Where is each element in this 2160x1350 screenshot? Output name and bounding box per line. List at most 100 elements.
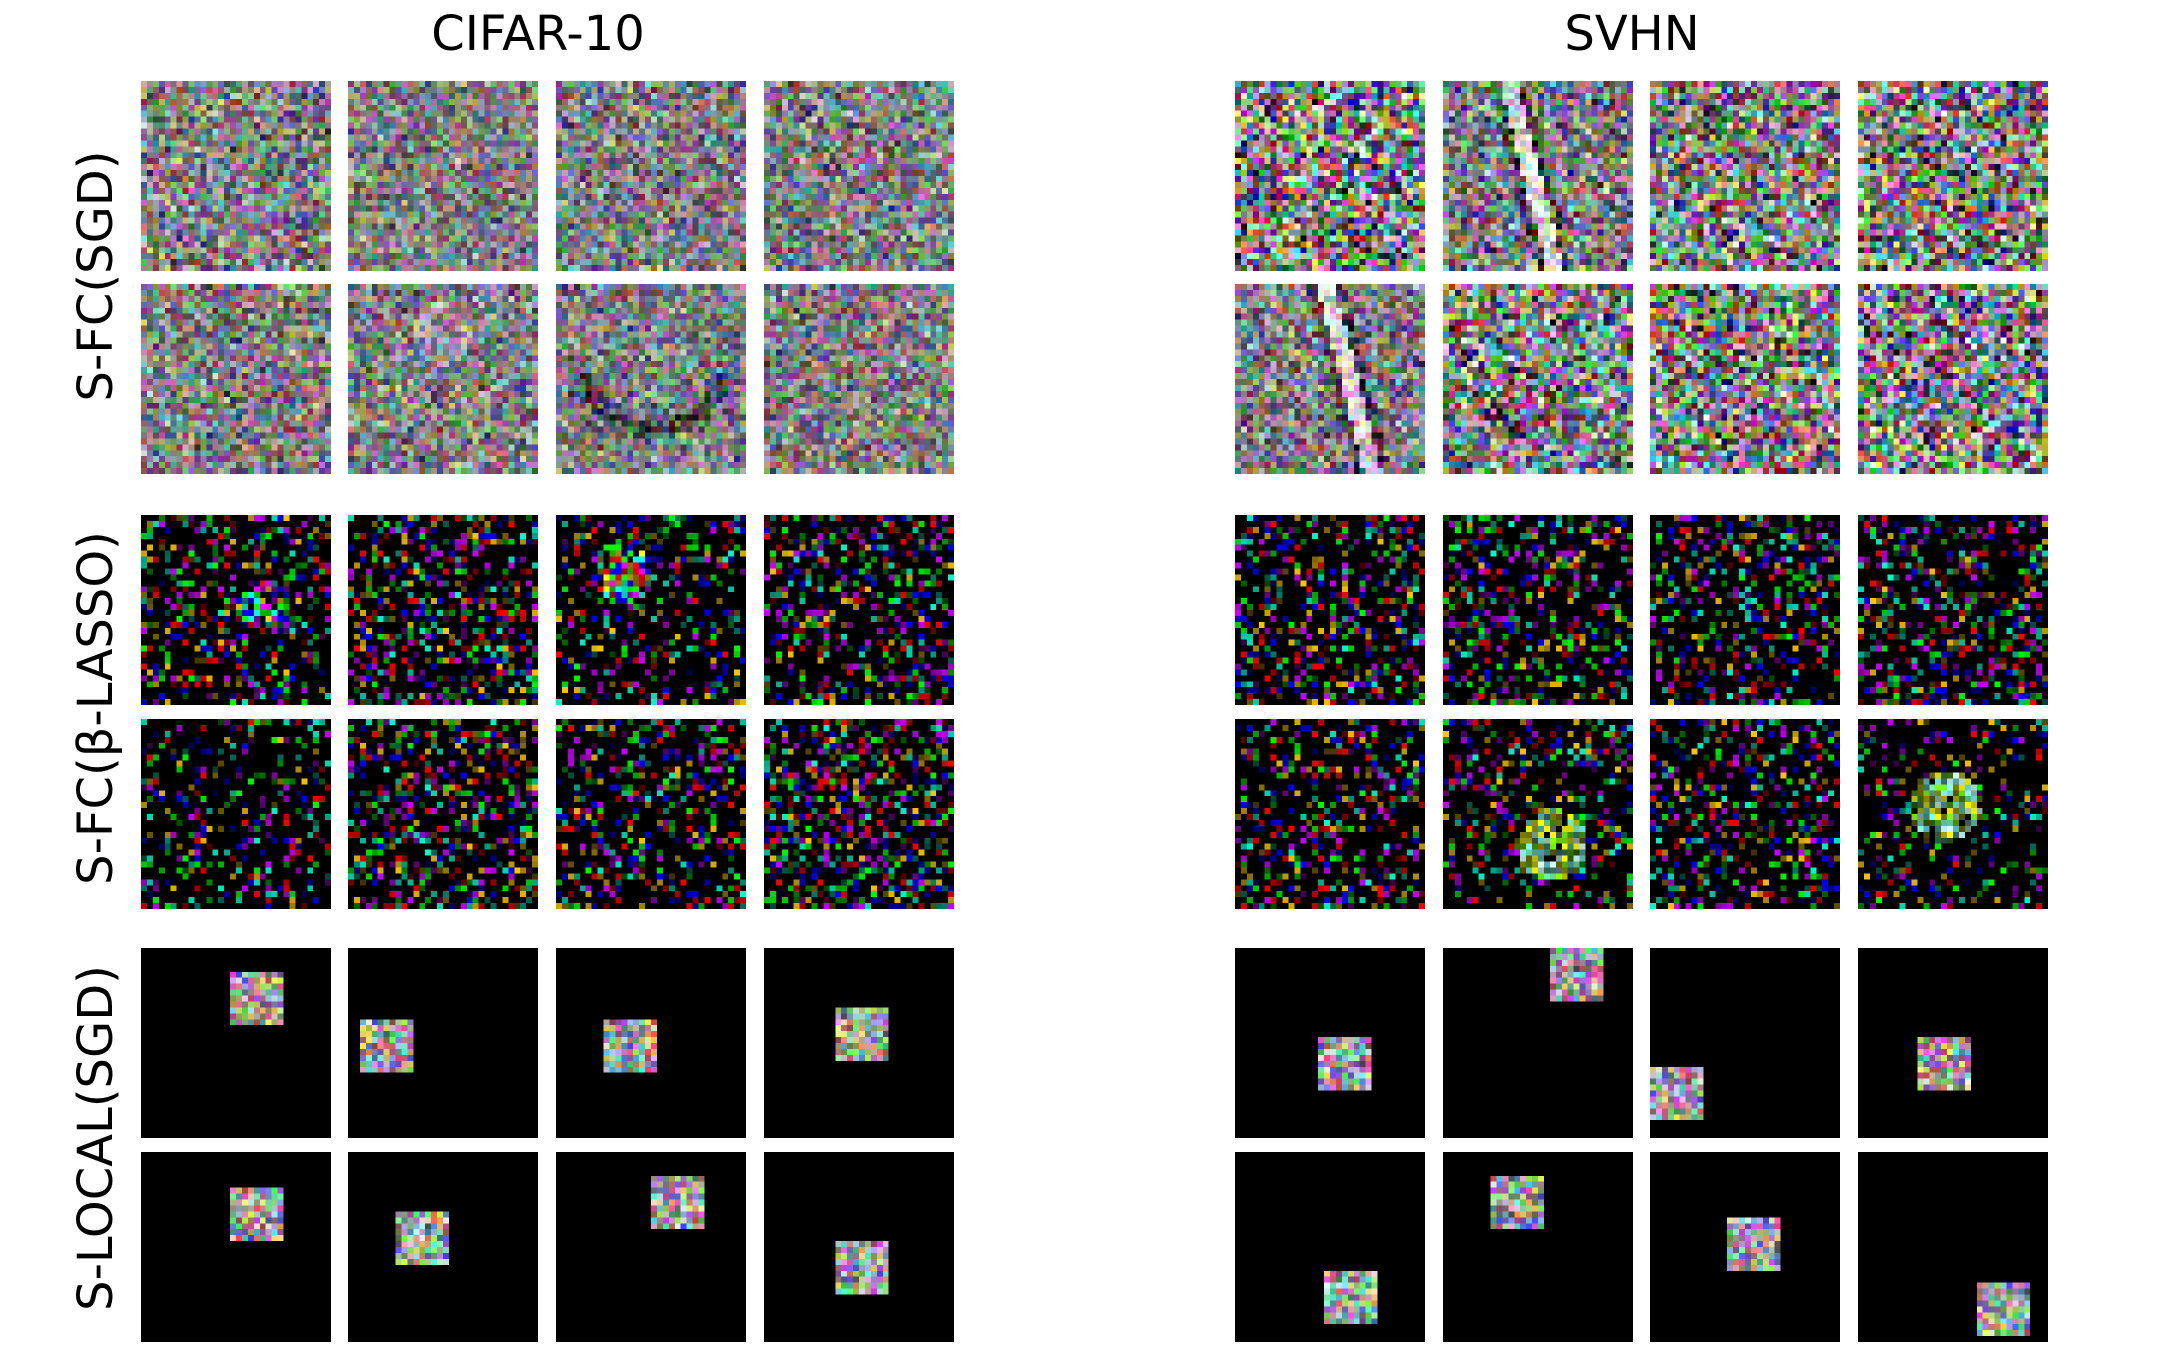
filter-tile-svhn-sfc-beta-lasso-2 <box>1443 515 1633 705</box>
filter-tile-svhn-sfc-sgd-6 <box>1443 284 1633 474</box>
filter-tile-cifar10-slocal-sgd-5 <box>141 1152 331 1342</box>
column-title-cifar10: CIFAR-10 <box>431 6 645 62</box>
filter-tile-cifar10-slocal-sgd-7 <box>556 1152 746 1342</box>
filter-image <box>1235 284 1425 474</box>
filter-tile-cifar10-sfc-beta-lasso-3 <box>556 515 746 705</box>
filter-tile-cifar10-slocal-sgd-8 <box>764 1152 954 1342</box>
filter-image <box>141 1152 331 1342</box>
filter-tile-cifar10-sfc-sgd-2 <box>348 81 538 271</box>
filter-tile-cifar10-sfc-beta-lasso-6 <box>348 719 538 909</box>
filter-image <box>1650 284 1840 474</box>
filter-tile-svhn-sfc-beta-lasso-6 <box>1443 719 1633 909</box>
filter-tile-svhn-slocal-sgd-6 <box>1443 1152 1633 1342</box>
filter-image <box>348 948 538 1138</box>
filter-image <box>1443 81 1633 271</box>
filter-tile-svhn-sfc-sgd-8 <box>1858 284 2048 474</box>
filter-image <box>348 515 538 705</box>
filter-image <box>1235 719 1425 909</box>
row-label-sfc-beta-lasso: S-FC(β-LASSO) <box>68 531 124 885</box>
filter-tile-svhn-sfc-sgd-3 <box>1650 81 1840 271</box>
filter-image <box>556 719 746 909</box>
filter-tile-svhn-slocal-sgd-7 <box>1650 1152 1840 1342</box>
filter-tile-svhn-sfc-beta-lasso-5 <box>1235 719 1425 909</box>
filter-tile-cifar10-sfc-sgd-5 <box>141 284 331 474</box>
filter-tile-svhn-sfc-sgd-1 <box>1235 81 1425 271</box>
filter-image <box>556 948 746 1138</box>
filter-image <box>1650 948 1840 1138</box>
filter-image <box>1443 515 1633 705</box>
filter-image <box>764 948 954 1138</box>
filter-tile-svhn-sfc-beta-lasso-8 <box>1858 719 2048 909</box>
filter-tile-cifar10-sfc-beta-lasso-8 <box>764 719 954 909</box>
filter-image <box>556 515 746 705</box>
filter-image <box>1443 284 1633 474</box>
filter-image <box>1235 515 1425 705</box>
filter-image <box>1443 948 1633 1138</box>
filter-tile-svhn-sfc-beta-lasso-7 <box>1650 719 1840 909</box>
filter-image <box>1235 81 1425 271</box>
filter-tile-cifar10-sfc-sgd-3 <box>556 81 746 271</box>
filter-image <box>1650 1152 1840 1342</box>
filter-tile-cifar10-sfc-beta-lasso-2 <box>348 515 538 705</box>
filter-image <box>1235 1152 1425 1342</box>
filter-image <box>1858 284 2048 474</box>
filter-tile-svhn-sfc-sgd-4 <box>1858 81 2048 271</box>
filter-image <box>764 719 954 909</box>
filter-image <box>1443 719 1633 909</box>
filter-image <box>764 81 954 271</box>
filter-tile-svhn-sfc-beta-lasso-3 <box>1650 515 1840 705</box>
filter-tile-svhn-slocal-sgd-2 <box>1443 948 1633 1138</box>
filter-tile-cifar10-slocal-sgd-2 <box>348 948 538 1138</box>
filter-tile-cifar10-slocal-sgd-3 <box>556 948 746 1138</box>
filter-image <box>348 81 538 271</box>
filter-image <box>348 284 538 474</box>
filter-image <box>348 719 538 909</box>
filter-tile-cifar10-sfc-beta-lasso-7 <box>556 719 746 909</box>
filter-image <box>764 284 954 474</box>
row-label-slocal-sgd: S-LOCAL(SGD) <box>68 965 124 1311</box>
filter-tile-cifar10-slocal-sgd-6 <box>348 1152 538 1342</box>
filter-image <box>1858 948 2048 1138</box>
filter-tile-cifar10-sfc-beta-lasso-4 <box>764 515 954 705</box>
filter-tile-cifar10-sfc-beta-lasso-5 <box>141 719 331 909</box>
filter-tile-svhn-sfc-sgd-5 <box>1235 284 1425 474</box>
filter-tile-cifar10-sfc-sgd-4 <box>764 81 954 271</box>
filter-tile-cifar10-slocal-sgd-1 <box>141 948 331 1138</box>
filter-image <box>556 284 746 474</box>
filter-tile-svhn-slocal-sgd-5 <box>1235 1152 1425 1342</box>
column-title-svhn: SVHN <box>1564 6 1700 62</box>
filter-tile-cifar10-sfc-sgd-6 <box>348 284 538 474</box>
filter-image <box>141 719 331 909</box>
filter-image <box>1650 81 1840 271</box>
filter-image <box>141 284 331 474</box>
filter-image <box>1858 1152 2048 1342</box>
filter-tile-cifar10-sfc-sgd-1 <box>141 81 331 271</box>
filter-tile-svhn-slocal-sgd-4 <box>1858 948 2048 1138</box>
filter-image <box>764 515 954 705</box>
filter-image <box>1858 515 2048 705</box>
filter-image <box>556 1152 746 1342</box>
filter-tile-svhn-slocal-sgd-3 <box>1650 948 1840 1138</box>
filter-tile-cifar10-slocal-sgd-4 <box>764 948 954 1138</box>
filter-tile-svhn-slocal-sgd-1 <box>1235 948 1425 1138</box>
filter-tile-cifar10-sfc-sgd-7 <box>556 284 746 474</box>
filter-image <box>348 1152 538 1342</box>
filter-image <box>1443 1152 1633 1342</box>
filter-image <box>141 81 331 271</box>
filter-image <box>141 515 331 705</box>
filter-tile-svhn-slocal-sgd-8 <box>1858 1152 2048 1342</box>
filter-tile-svhn-sfc-sgd-7 <box>1650 284 1840 474</box>
filter-image <box>1858 81 2048 271</box>
filter-tile-svhn-sfc-beta-lasso-4 <box>1858 515 2048 705</box>
row-label-sfc-sgd: S-FC(SGD) <box>68 150 124 402</box>
filter-image <box>141 948 331 1138</box>
filter-tile-cifar10-sfc-beta-lasso-1 <box>141 515 331 705</box>
filter-image <box>1858 719 2048 909</box>
filter-image <box>1650 515 1840 705</box>
filter-image <box>764 1152 954 1342</box>
filter-image <box>556 81 746 271</box>
filter-tile-cifar10-sfc-sgd-8 <box>764 284 954 474</box>
filter-tile-svhn-sfc-sgd-2 <box>1443 81 1633 271</box>
filter-image <box>1650 719 1840 909</box>
filter-image <box>1235 948 1425 1138</box>
